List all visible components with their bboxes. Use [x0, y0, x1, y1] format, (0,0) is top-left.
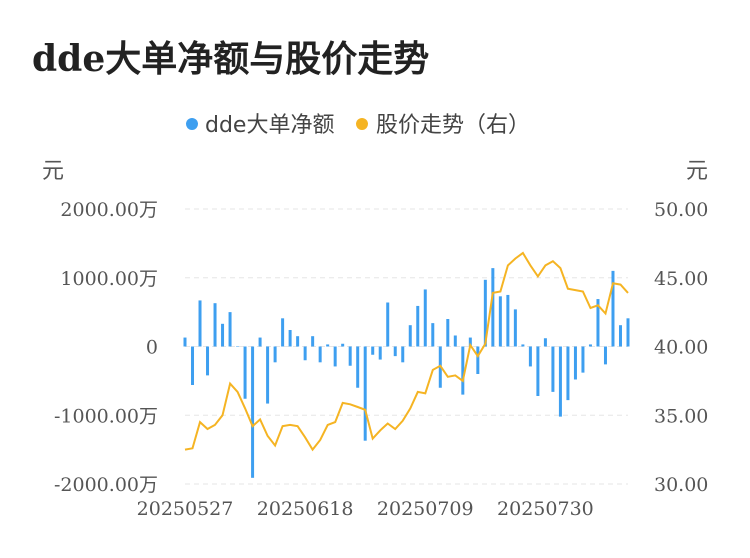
dde-bar [296, 336, 300, 347]
legend-label-price[interactable]: 股价走势（右） [376, 113, 530, 138]
dde-bar [581, 346, 585, 373]
right-tick-label: 40.00 [654, 337, 708, 359]
dde-bar [416, 305, 420, 347]
dde-bar [551, 346, 555, 392]
legend-label-dde[interactable]: dde大单净额 [205, 113, 334, 138]
dde-bar [266, 346, 270, 404]
dde-bar [446, 319, 450, 347]
dde-bar [228, 312, 232, 347]
dde-bar [521, 344, 525, 347]
dde-bar [611, 270, 615, 347]
dde-bar [506, 294, 510, 347]
dde-bar [573, 346, 577, 380]
dde-bar [408, 325, 412, 347]
x-tick-label: 20250730 [497, 498, 594, 520]
dde-bar [453, 335, 457, 347]
x-tick-label: 20250618 [257, 498, 354, 520]
dde-bar [281, 318, 285, 347]
dde-bar [566, 346, 570, 401]
dde-bar [356, 346, 360, 388]
left-axis: 2000.00万 1000.00万 0 -1000.00万 -2000.00万 [54, 199, 158, 496]
left-axis-unit: 元 [42, 159, 64, 184]
price-line [184, 251, 629, 452]
dde-bar [461, 346, 465, 395]
dde-bar [536, 346, 540, 396]
dde-bar [626, 318, 630, 347]
dde-bar [513, 309, 517, 347]
x-tick-label: 20250709 [377, 498, 474, 520]
legend-marker-price [356, 118, 368, 130]
dde-bar [603, 346, 607, 365]
dde-bar [288, 330, 292, 347]
dde-bar [348, 346, 352, 366]
x-tick-label: 20250527 [137, 498, 234, 520]
dde-bar [483, 279, 487, 347]
dde-bar [363, 346, 367, 441]
dde-bar [326, 344, 330, 347]
dde-bar [198, 300, 202, 347]
legend-marker-dde [186, 118, 198, 130]
right-tick-label: 35.00 [654, 405, 708, 427]
left-tick-label: 0 [146, 337, 158, 359]
dde-bar [431, 323, 435, 347]
dde-bar [303, 346, 307, 361]
dde-bars [183, 268, 630, 478]
dde-bar [191, 346, 195, 385]
legend: dde大单净额 股价走势（右） [186, 113, 530, 138]
dde-bar [618, 325, 622, 347]
dde-bar [183, 337, 187, 347]
dde-bar [558, 346, 562, 417]
dde-bar [378, 346, 382, 360]
dde-bar [491, 268, 495, 347]
dde-bar [371, 346, 375, 355]
dde-bar [258, 337, 262, 347]
dde-bar [401, 346, 405, 363]
dde-bar [341, 343, 345, 347]
dde-bar [468, 337, 472, 347]
dde-bar [318, 346, 322, 363]
dde-bar [243, 346, 247, 399]
right-tick-label: 50.00 [654, 199, 708, 221]
x-axis: 20250527 20250618 20250709 20250730 [137, 498, 594, 520]
dde-bar [251, 346, 255, 478]
dde-bar [236, 346, 240, 347]
left-tick-label: 2000.00万 [60, 199, 158, 221]
right-axis: 50.00 45.00 40.00 35.00 30.00 [654, 199, 708, 496]
dde-bar [543, 338, 547, 347]
dde-bar [273, 346, 277, 363]
dde-bar [213, 303, 217, 347]
dde-bar [393, 346, 397, 357]
right-tick-label: 30.00 [654, 474, 708, 496]
dde-bar [221, 323, 225, 347]
dde-bar [596, 299, 600, 347]
right-tick-label: 45.00 [654, 268, 708, 290]
dde-bar [423, 289, 427, 347]
dde-bar [386, 302, 390, 347]
dde-bar [498, 296, 502, 347]
dde-bar [588, 344, 592, 347]
dde-bar [311, 336, 315, 347]
left-tick-label: -1000.00万 [54, 405, 158, 427]
right-axis-unit: 元 [686, 159, 708, 184]
dde-bar [476, 346, 480, 374]
left-tick-label: -2000.00万 [54, 474, 158, 496]
page-title: dde大单净额与股价走势 [32, 38, 430, 80]
dde-bar [333, 346, 337, 367]
dde-bar [528, 346, 532, 367]
left-tick-label: 1000.00万 [60, 268, 158, 290]
dde-bar [206, 346, 210, 376]
